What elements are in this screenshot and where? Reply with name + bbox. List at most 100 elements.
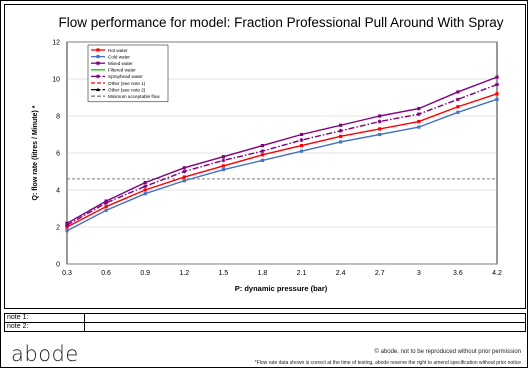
legend-label: Other (see note 2) [108, 87, 146, 92]
data-point [221, 164, 225, 168]
data-point [104, 200, 109, 205]
legend-item: Mixed water [91, 61, 133, 66]
y-tick-label: 10 [52, 77, 60, 84]
data-point [299, 144, 304, 148]
note-value [85, 323, 525, 331]
data-point [65, 229, 69, 233]
x-tick-label: 1.5 [218, 270, 228, 277]
data-point [221, 168, 225, 172]
y-tick-label: 12 [52, 40, 60, 47]
legend-label: Mixed water [108, 61, 133, 66]
legend-item: Other (see note 1) [91, 81, 146, 86]
legend-item: Filtered water [91, 68, 136, 73]
data-point [416, 112, 421, 117]
data-point [339, 123, 343, 127]
data-point [182, 179, 186, 183]
data-point [221, 158, 226, 163]
data-point [96, 74, 100, 79]
y-axis-ticks: 0 2 4 6 8 10 12 [52, 40, 60, 269]
y-tick-label: 8 [56, 114, 60, 121]
y-tick-label: 6 [56, 151, 60, 158]
data-point [96, 61, 100, 65]
data-point [495, 97, 499, 101]
x-tick-label: 3.6 [453, 270, 463, 277]
data-point [299, 149, 304, 153]
legend-label: Hot water [108, 48, 128, 53]
data-point [104, 208, 108, 212]
x-tick-label: 2.1 [297, 270, 307, 277]
data-point [143, 188, 147, 192]
y-axis-label: Q: flow rate (litres / Minute) * [32, 105, 39, 200]
legend-label: Sprayhead water [108, 74, 143, 79]
data-point [417, 107, 421, 111]
abode-logo: abode [11, 342, 79, 366]
data-point [417, 119, 421, 124]
grid-lines [67, 41, 497, 265]
x-tick-label: 0.6 [101, 270, 111, 277]
x-tick-label: 2.7 [375, 270, 385, 277]
data-point [417, 125, 421, 129]
copyright-text: © abode, not to be reproduced without pr… [374, 349, 521, 355]
data-point [338, 128, 343, 133]
x-tick-label: 1.8 [258, 270, 268, 277]
legend-item: Sprayhead water [91, 74, 143, 79]
legend-item: Other (see note 2) [91, 87, 146, 92]
legend-item: Minimum acceptable flow [91, 94, 160, 99]
flow-chart: Flow performance for model: Fraction Pro… [32, 15, 504, 293]
data-point [182, 166, 186, 170]
data-point [260, 149, 265, 154]
data-point [143, 192, 147, 196]
data-point [378, 132, 382, 137]
x-tick-label: 4.2 [492, 270, 502, 277]
data-point [495, 82, 499, 87]
series-line [66, 98, 498, 232]
notes-table: note 1: note 2: [4, 313, 526, 332]
legend-label: Filtered water [108, 68, 136, 73]
series-line [66, 76, 498, 224]
data-point [455, 97, 460, 102]
x-tick-label: 2.4 [336, 270, 346, 277]
y-tick-label: 4 [56, 188, 60, 195]
legend-item: Cold water [91, 54, 130, 59]
data-point [378, 127, 382, 131]
note-value [85, 314, 525, 322]
legend-label: Other (see note 1) [108, 81, 146, 86]
disclaimer-text: *Flow rate data shown is correct at the … [254, 360, 521, 366]
data-point [104, 205, 108, 209]
data-point [456, 105, 460, 109]
series-line [66, 93, 498, 228]
data-point [495, 75, 499, 79]
data-point [495, 92, 499, 96]
data-point [143, 184, 148, 189]
data-point [377, 119, 382, 124]
x-tick-label: 1.2 [179, 270, 189, 277]
x-tick-label: 0.3 [62, 270, 72, 277]
data-point [456, 90, 460, 94]
data-point [221, 155, 225, 159]
data-point [260, 158, 265, 162]
chart-frame [4, 4, 526, 309]
data-point [299, 138, 304, 143]
series-line [66, 83, 498, 226]
data-point [96, 87, 100, 92]
series-hot-water [65, 92, 499, 229]
data-point [143, 181, 147, 185]
y-tick-label: 2 [56, 225, 60, 232]
x-axis-ticks: 0.3 0.6 0.9 1.2 1.5 1.8 2.1 2.4 2.7 3 3.6 4.2 [62, 270, 502, 277]
data-point [182, 169, 187, 174]
data-point [96, 55, 100, 59]
data-point [339, 140, 343, 144]
series-lines [65, 75, 499, 233]
note-row: note 1: [5, 314, 525, 323]
data-point [65, 223, 69, 228]
legend-item: Hot water [91, 48, 128, 53]
data-point [299, 132, 304, 137]
legend-label: Cold water [108, 54, 130, 59]
chart-title: Flow performance for model: Fraction Pro… [59, 15, 504, 30]
x-tick-label: 0.9 [140, 270, 150, 277]
data-point [378, 114, 382, 118]
note-row: note 2: [5, 323, 525, 332]
data-point [339, 134, 343, 138]
